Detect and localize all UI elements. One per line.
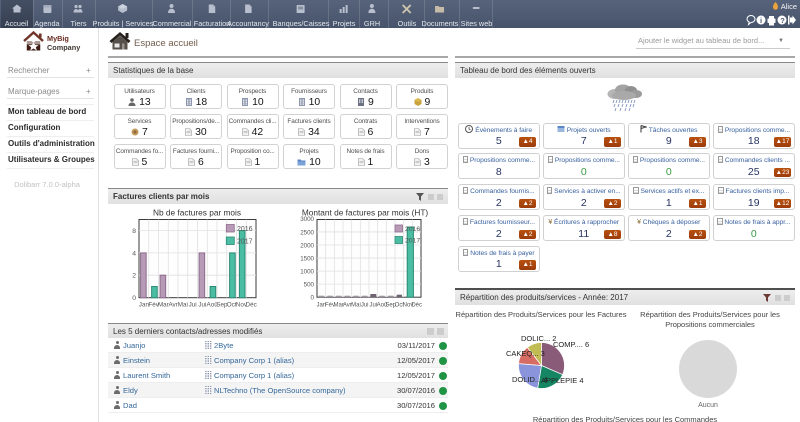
svg-text:4: 4 [132, 250, 136, 257]
svg-text:2016: 2016 [237, 226, 253, 233]
svg-text:Nov: Nov [403, 303, 414, 309]
svg-text:2016: 2016 [405, 226, 420, 233]
svg-text:Jan: Jan [316, 303, 326, 309]
svg-text:Jui: Jui [369, 303, 377, 309]
svg-text:Sep: Sep [216, 302, 228, 309]
svg-text:?: ? [780, 16, 785, 25]
svg-text:Montant de factures par mois (: Montant de factures par mois (HT) [302, 208, 429, 218]
svg-text:2: 2 [132, 273, 136, 280]
svg-text:COMP.... 6: COMP.... 6 [553, 340, 589, 349]
svg-text:Oct: Oct [395, 303, 405, 309]
svg-text:Avr: Avr [168, 302, 177, 309]
svg-text:8: 8 [132, 228, 136, 235]
svg-text:Fév: Fév [148, 302, 159, 309]
svg-text:Déc: Déc [411, 303, 422, 309]
svg-text:Mar: Mar [333, 303, 343, 309]
svg-text:Jui: Jui [198, 302, 206, 309]
svg-text:Fév: Fév [325, 303, 335, 309]
svg-text:2000: 2000 [300, 242, 314, 249]
svg-text:Jui: Jui [189, 302, 197, 309]
svg-text:2017: 2017 [237, 239, 253, 246]
svg-text:Déc: Déc [246, 302, 257, 309]
svg-text:Aoû: Aoû [207, 302, 219, 309]
svg-text:Nov: Nov [236, 302, 248, 309]
svg-text:Jui: Jui [361, 303, 369, 309]
svg-text:DOLIC... 2: DOLIC... 2 [521, 334, 556, 343]
svg-text:Aoû: Aoû [377, 303, 388, 309]
svg-text:i: i [760, 16, 762, 25]
svg-text:Jan: Jan [139, 302, 150, 309]
svg-text:0: 0 [311, 295, 315, 302]
svg-text:Oct: Oct [227, 302, 237, 309]
svg-text:DOLID... 4: DOLID... 4 [512, 375, 547, 384]
svg-text:CAKEQ... 3: CAKEQ... 3 [506, 349, 545, 358]
svg-text:0: 0 [132, 295, 136, 302]
svg-text:2500: 2500 [300, 229, 314, 236]
svg-text:Nb de factures par mois: Nb de factures par mois [153, 208, 241, 218]
svg-text:APPLEPIE 4: APPLEPIE 4 [541, 376, 584, 385]
svg-text:Mar: Mar [158, 302, 169, 309]
svg-text:Avr: Avr [343, 303, 352, 309]
svg-text:1000: 1000 [300, 268, 314, 275]
svg-text:Mai: Mai [351, 303, 361, 309]
svg-text:1500: 1500 [300, 255, 314, 262]
svg-text:Sep: Sep [385, 303, 396, 309]
svg-text:3000: 3000 [300, 216, 314, 223]
svg-text:2017: 2017 [405, 238, 420, 245]
svg-text:500: 500 [304, 281, 315, 288]
svg-text:Mai: Mai [178, 302, 188, 309]
